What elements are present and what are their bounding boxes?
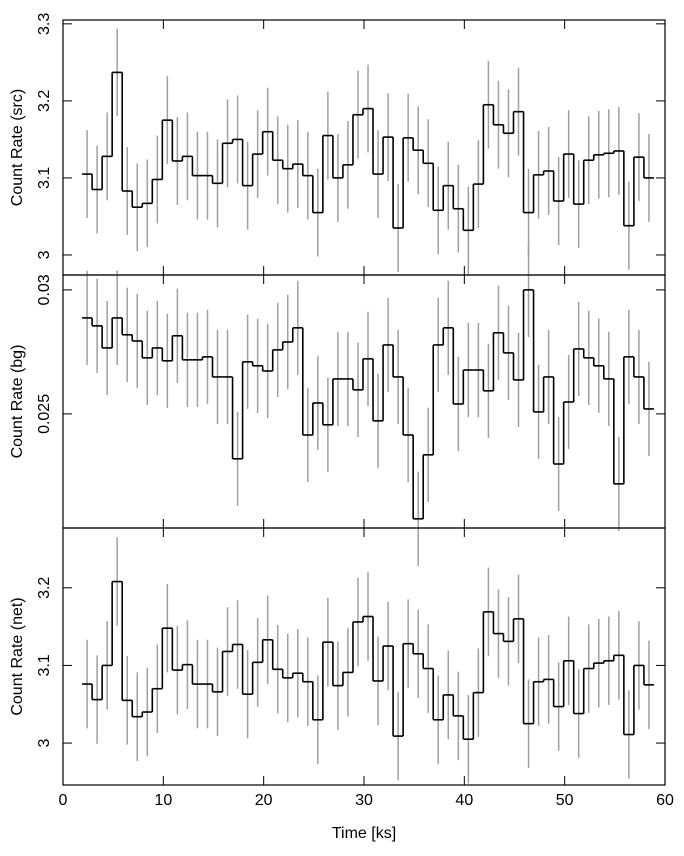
panel-frame <box>62 19 666 276</box>
y-axis-label: Count Rate (bg) <box>9 345 26 459</box>
y-tick-label: 3.3 <box>36 13 53 35</box>
x-tick-label: 20 <box>255 792 273 809</box>
x-tick-label: 30 <box>355 792 373 809</box>
y-tick-label: 3.1 <box>36 654 53 676</box>
y-axis-label: Count Rate (net) <box>9 597 26 715</box>
x-tick-label: 0 <box>59 792 68 809</box>
y-tick-label: 3.2 <box>36 577 53 599</box>
y-tick-label: 0.03 <box>36 274 53 305</box>
x-tick-label: 40 <box>455 792 473 809</box>
panel-frame <box>62 274 666 529</box>
x-tick-label: 10 <box>154 792 172 809</box>
y-tick-label: 3 <box>36 739 53 748</box>
x-tick-label: 60 <box>656 792 674 809</box>
y-tick-label: 3.1 <box>36 167 53 189</box>
y-tick-label: 3.2 <box>36 90 53 112</box>
x-tick-label: 50 <box>556 792 574 809</box>
y-axis-label: Count Rate (src) <box>9 89 26 206</box>
x-axis-label: Time [ks] <box>332 825 396 842</box>
y-tick-label: 3 <box>36 250 53 259</box>
y-tick-label: 0.025 <box>36 394 53 434</box>
panel-frame <box>62 527 666 786</box>
